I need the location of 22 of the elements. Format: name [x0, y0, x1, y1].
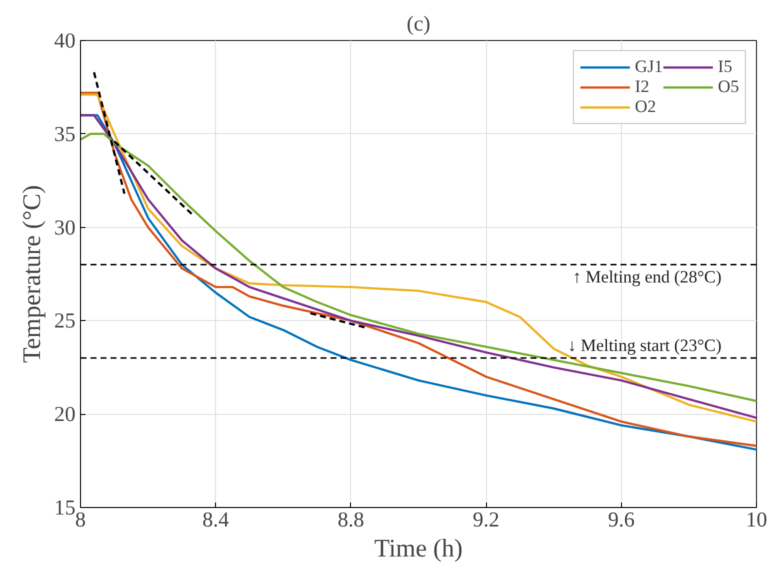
x-tick-label: 8 [75, 508, 86, 532]
legend-label: GJ1 [634, 57, 663, 77]
x-tick-label: 9.2 [472, 508, 500, 532]
x-tick-label: 8.8 [338, 508, 364, 532]
y-tick-label: 25 [54, 308, 76, 333]
x-tick-label: 8.4 [202, 508, 230, 532]
y-tick-label: 30 [54, 215, 76, 240]
ref-line-label: ↓ Melting start (23°C) [568, 336, 722, 356]
x-tick-label: 10 [746, 508, 768, 532]
x-axis-title: Time (h) [374, 534, 463, 562]
y-tick-label: 40 [54, 28, 76, 52]
legend-label: I2 [634, 77, 650, 97]
legend-label: I5 [718, 57, 734, 77]
legend-label: O5 [718, 77, 739, 97]
y-tick-label: 20 [54, 402, 76, 426]
legend-label: O2 [634, 97, 656, 117]
ref-line-label: ↑ Melting end (28°C) [572, 268, 722, 287]
y-axis-title: Temperature (°C) [18, 185, 46, 363]
chart-title: (c) [406, 12, 430, 36]
x-tick-label: 9.6 [608, 508, 635, 532]
y-tick-label: 15 [54, 496, 76, 520]
y-tick-label: 35 [54, 122, 76, 146]
